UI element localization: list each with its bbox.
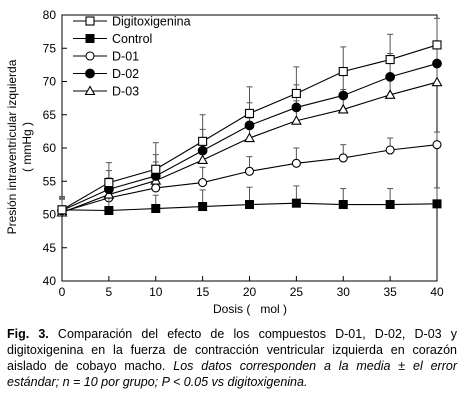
data-point bbox=[104, 206, 114, 216]
legend-label: Digitoxigenina bbox=[112, 15, 191, 29]
data-point bbox=[151, 204, 161, 214]
legend-label: D-03 bbox=[112, 85, 139, 99]
data-point bbox=[432, 40, 442, 50]
data-point bbox=[104, 178, 114, 188]
y-tick-label: 45 bbox=[43, 241, 57, 255]
data-point bbox=[432, 58, 442, 69]
x-tick-label: 10 bbox=[149, 285, 163, 299]
y-tick-label: 40 bbox=[43, 274, 57, 288]
y-axis-unit: ( mmHg ) bbox=[20, 122, 34, 172]
y-tick-label: 70 bbox=[43, 75, 57, 89]
x-tick-label: 15 bbox=[196, 285, 210, 299]
x-tick-label: 0 bbox=[59, 285, 66, 299]
data-point bbox=[385, 55, 395, 65]
caption-lead: Fig. 3. bbox=[7, 327, 49, 341]
data-point bbox=[151, 164, 161, 174]
y-tick-label: 50 bbox=[43, 208, 57, 222]
data-point bbox=[57, 205, 67, 215]
legend-marker bbox=[85, 34, 95, 43]
data-point bbox=[244, 108, 255, 118]
data-point bbox=[338, 66, 348, 77]
data-point bbox=[385, 200, 395, 210]
x-tick-label: 5 bbox=[106, 285, 113, 299]
data-point bbox=[338, 153, 348, 163]
legend-label: Control bbox=[112, 32, 152, 46]
data-point bbox=[198, 202, 208, 212]
y-tick-label: 60 bbox=[43, 141, 57, 155]
legend-marker bbox=[85, 68, 95, 79]
data-point bbox=[291, 88, 301, 99]
data-point bbox=[291, 158, 301, 168]
legend-marker bbox=[85, 16, 95, 26]
legend-marker bbox=[85, 51, 95, 61]
data-point bbox=[291, 198, 301, 208]
data-point bbox=[244, 120, 255, 131]
data-point bbox=[431, 76, 443, 87]
data-point bbox=[384, 89, 396, 99]
x-axis-label: Dosis ( mol ) bbox=[213, 302, 287, 316]
legend: Digitoxigenina Control D-01 D-02 D-03 bbox=[73, 15, 191, 99]
legend-marker bbox=[84, 85, 96, 96]
data-point bbox=[197, 145, 208, 156]
line-chart: Dosis ( mol ) Presión intraventricular i… bbox=[5, 8, 444, 316]
data-point bbox=[432, 199, 442, 209]
data-point bbox=[197, 154, 209, 165]
data-point bbox=[385, 71, 396, 82]
caption-note: Los datos corresponden a la media ± el e… bbox=[7, 359, 457, 389]
y-axis-label: Presión intraventricular izquierda bbox=[5, 59, 19, 234]
legend-label: D-02 bbox=[112, 67, 139, 81]
data-point bbox=[337, 103, 349, 114]
data-point bbox=[338, 200, 348, 210]
y-tick-label: 55 bbox=[43, 174, 57, 188]
x-axis-title: Dosis ( mol ) bbox=[213, 302, 287, 316]
data-point bbox=[198, 136, 208, 146]
series-control bbox=[57, 185, 442, 216]
caption-body: Comparación del efecto de los compuestos… bbox=[7, 327, 457, 373]
y-tick-label: 80 bbox=[43, 8, 57, 22]
data-point bbox=[244, 132, 255, 143]
data-point bbox=[385, 145, 395, 155]
data-point bbox=[245, 200, 254, 210]
data-point bbox=[244, 166, 255, 176]
data-point bbox=[291, 102, 302, 113]
legend-label: D-01 bbox=[112, 50, 139, 64]
x-tick-label: 40 bbox=[430, 285, 444, 299]
data-point bbox=[290, 115, 302, 125]
x-tick-label: 30 bbox=[337, 285, 351, 299]
data-point bbox=[432, 140, 442, 150]
y-tick-label: 65 bbox=[43, 108, 57, 122]
data-point bbox=[151, 183, 161, 193]
x-tick-label: 25 bbox=[290, 285, 304, 299]
y-tick-label: 75 bbox=[43, 41, 57, 55]
x-tick-label: 35 bbox=[383, 285, 397, 299]
y-axis-title: Presión intraventricular izquierda ( mmH… bbox=[5, 59, 34, 234]
data-point bbox=[338, 90, 349, 101]
x-tick-label: 20 bbox=[243, 285, 257, 299]
figure-caption: Fig. 3. Comparación del efecto de los co… bbox=[7, 326, 457, 390]
series-digitoxigenina bbox=[57, 17, 442, 215]
data-point bbox=[198, 178, 208, 188]
